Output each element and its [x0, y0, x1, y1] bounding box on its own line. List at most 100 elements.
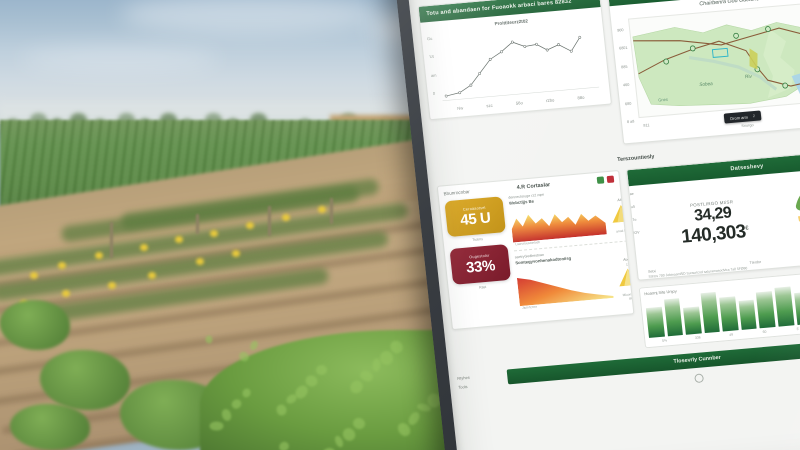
heat-area-chart-1[interactable] — [510, 202, 607, 243]
bar[interactable] — [738, 299, 758, 330]
analysis-panel: Bhunrocnbar 4.R Cortaslar — [436, 169, 635, 331]
dandelion-flower — [232, 250, 240, 257]
leaf — [205, 335, 213, 344]
home-indicator[interactable] — [694, 372, 705, 383]
map-y-tick: 460 — [622, 82, 630, 88]
stats-y-tick: 17o — [630, 217, 637, 223]
kpi-sub: Ttotms — [472, 236, 484, 242]
plant-clump — [0, 300, 70, 350]
stats-y-tick: Lu5 — [628, 204, 636, 210]
footer-left-items: Rtyhes Tools — [457, 370, 504, 404]
x-tick: r2bo — [545, 97, 555, 104]
bar[interactable] — [683, 306, 702, 335]
dandelion-flower — [30, 272, 38, 279]
x-tick: 88o — [577, 94, 585, 101]
toolbar-left-title: Bhunrocnbar — [443, 189, 471, 197]
mini-tick: 8r Phusn — [628, 295, 635, 301]
bar-tick: 49 — [729, 332, 734, 337]
kpi-card-maroon[interactable]: Ougestolsr 33% — [449, 243, 512, 285]
dandelion-flower — [210, 230, 218, 237]
dandelion-flower — [108, 282, 116, 289]
map-select-label: Drom arm — [729, 114, 749, 121]
plant-clump — [10, 404, 90, 450]
field-marker-post — [330, 198, 333, 224]
kpi-card-amber[interactable]: Ceroaaotsel 45 U — [444, 196, 506, 237]
tablet-screen[interactable]: Technological Ligo in effect to decision… — [405, 0, 800, 450]
dandelion-flower — [58, 262, 66, 269]
dandelion-flower — [246, 222, 254, 229]
alert-icon[interactable] — [606, 175, 615, 184]
bar[interactable] — [774, 286, 795, 327]
x-tick: 56o — [515, 100, 524, 106]
bar-tick: 3' — [796, 326, 800, 331]
mini-panel-2: saetryGedbestnan Somtegyvonhenakodtoniis… — [515, 245, 635, 314]
stats-y-tick: NOV — [631, 230, 640, 236]
triangle-sparkline-2 — [619, 268, 635, 287]
map-svg: Sobea Riv Bogenia Gnes -1760 — [632, 21, 800, 106]
plant-clump — [40, 350, 130, 410]
heat-area-chart-2[interactable] — [516, 266, 614, 307]
trend-svg — [442, 35, 600, 101]
map-y-tick: 680 — [624, 101, 632, 106]
dandelion-flower — [95, 252, 103, 259]
bar[interactable] — [700, 291, 721, 334]
svg-text:Sobea: Sobea — [699, 81, 713, 88]
bar[interactable] — [645, 306, 665, 338]
field-marker-post — [110, 222, 113, 258]
mini-tick: Lsercriouxtcnlosh — [515, 240, 541, 247]
map-y-tick: 8 a8 — [626, 119, 635, 125]
kpi-value: 33% — [465, 256, 496, 277]
dandelion-flower — [318, 206, 326, 213]
y-tick: am — [430, 72, 437, 78]
map-footer-left: 811 — [643, 123, 650, 128]
y-tick: 'Ut — [428, 54, 434, 60]
trend-line-chart[interactable]: Gu 'Ut am 0 — [426, 19, 604, 105]
bar-tick: 336 — [694, 334, 701, 340]
dandelion-flower — [148, 272, 156, 279]
cloud — [20, 46, 220, 72]
x-tick: Nw — [456, 105, 464, 111]
dandelion-flower — [175, 236, 183, 243]
svg-text:Gnes: Gnes — [658, 97, 668, 103]
bar-tick: 5% — [661, 337, 668, 343]
map-y-tick: 6801 — [618, 46, 628, 51]
mini-panel-1: dennectoruge rz2 nqm Wobctljjs Be — [508, 184, 635, 252]
field-marker-post — [268, 206, 271, 236]
bar[interactable] — [756, 290, 776, 329]
stat-value-number: 140,303 — [680, 220, 747, 248]
y-tick: 0 — [432, 90, 436, 96]
kpi-value: 45 U — [459, 209, 492, 229]
dandelion-flower — [140, 244, 148, 251]
kpi-sub: Rast — [478, 284, 487, 290]
cloud — [120, 0, 380, 34]
chevron-down-icon: 2 — [752, 113, 756, 119]
currency-symbol: € — [745, 225, 749, 232]
bar[interactable] — [663, 298, 684, 337]
mini-panel-foot: Mluontoino — [622, 291, 635, 298]
stats-y-tick: Lae — [627, 191, 634, 197]
tablet-device: AGRI-TAB Technological Ligo in effect to… — [392, 0, 800, 450]
dandelion-flower — [196, 258, 204, 265]
plant-icon[interactable] — [596, 176, 605, 184]
stat-foot-left: Setxi — [647, 269, 657, 274]
map-panel: Deotr pbunofinbures Shaarrbarck Chairben… — [606, 0, 800, 145]
trend-panel: Totu and abandaen for Fuoaokk arbaci bar… — [417, 0, 613, 121]
stats-panel: Datseshevy Lae Lu5 17o NOV — [625, 148, 800, 281]
map-y-tick: 900 — [616, 28, 624, 33]
dandelion-flower — [62, 290, 70, 297]
bar-tick: 60 — [762, 329, 767, 334]
x-tick: szc — [486, 102, 493, 109]
bar[interactable] — [793, 291, 800, 326]
map-canvas[interactable]: rorote vaorage Tibo astaten — [627, 0, 800, 119]
leaf — [209, 421, 224, 431]
y-tick: Gu — [426, 35, 433, 42]
dandelion-flower — [282, 214, 290, 221]
bar[interactable] — [719, 296, 739, 332]
mini-panel-side-label: Aixy — [623, 257, 631, 262]
svg-text:Riv: Riv — [745, 74, 753, 81]
map-y-tick: 885 — [620, 64, 628, 70]
field-marker-post — [196, 214, 199, 234]
performance-gauge[interactable]: soubras 120 7 — [785, 171, 800, 255]
